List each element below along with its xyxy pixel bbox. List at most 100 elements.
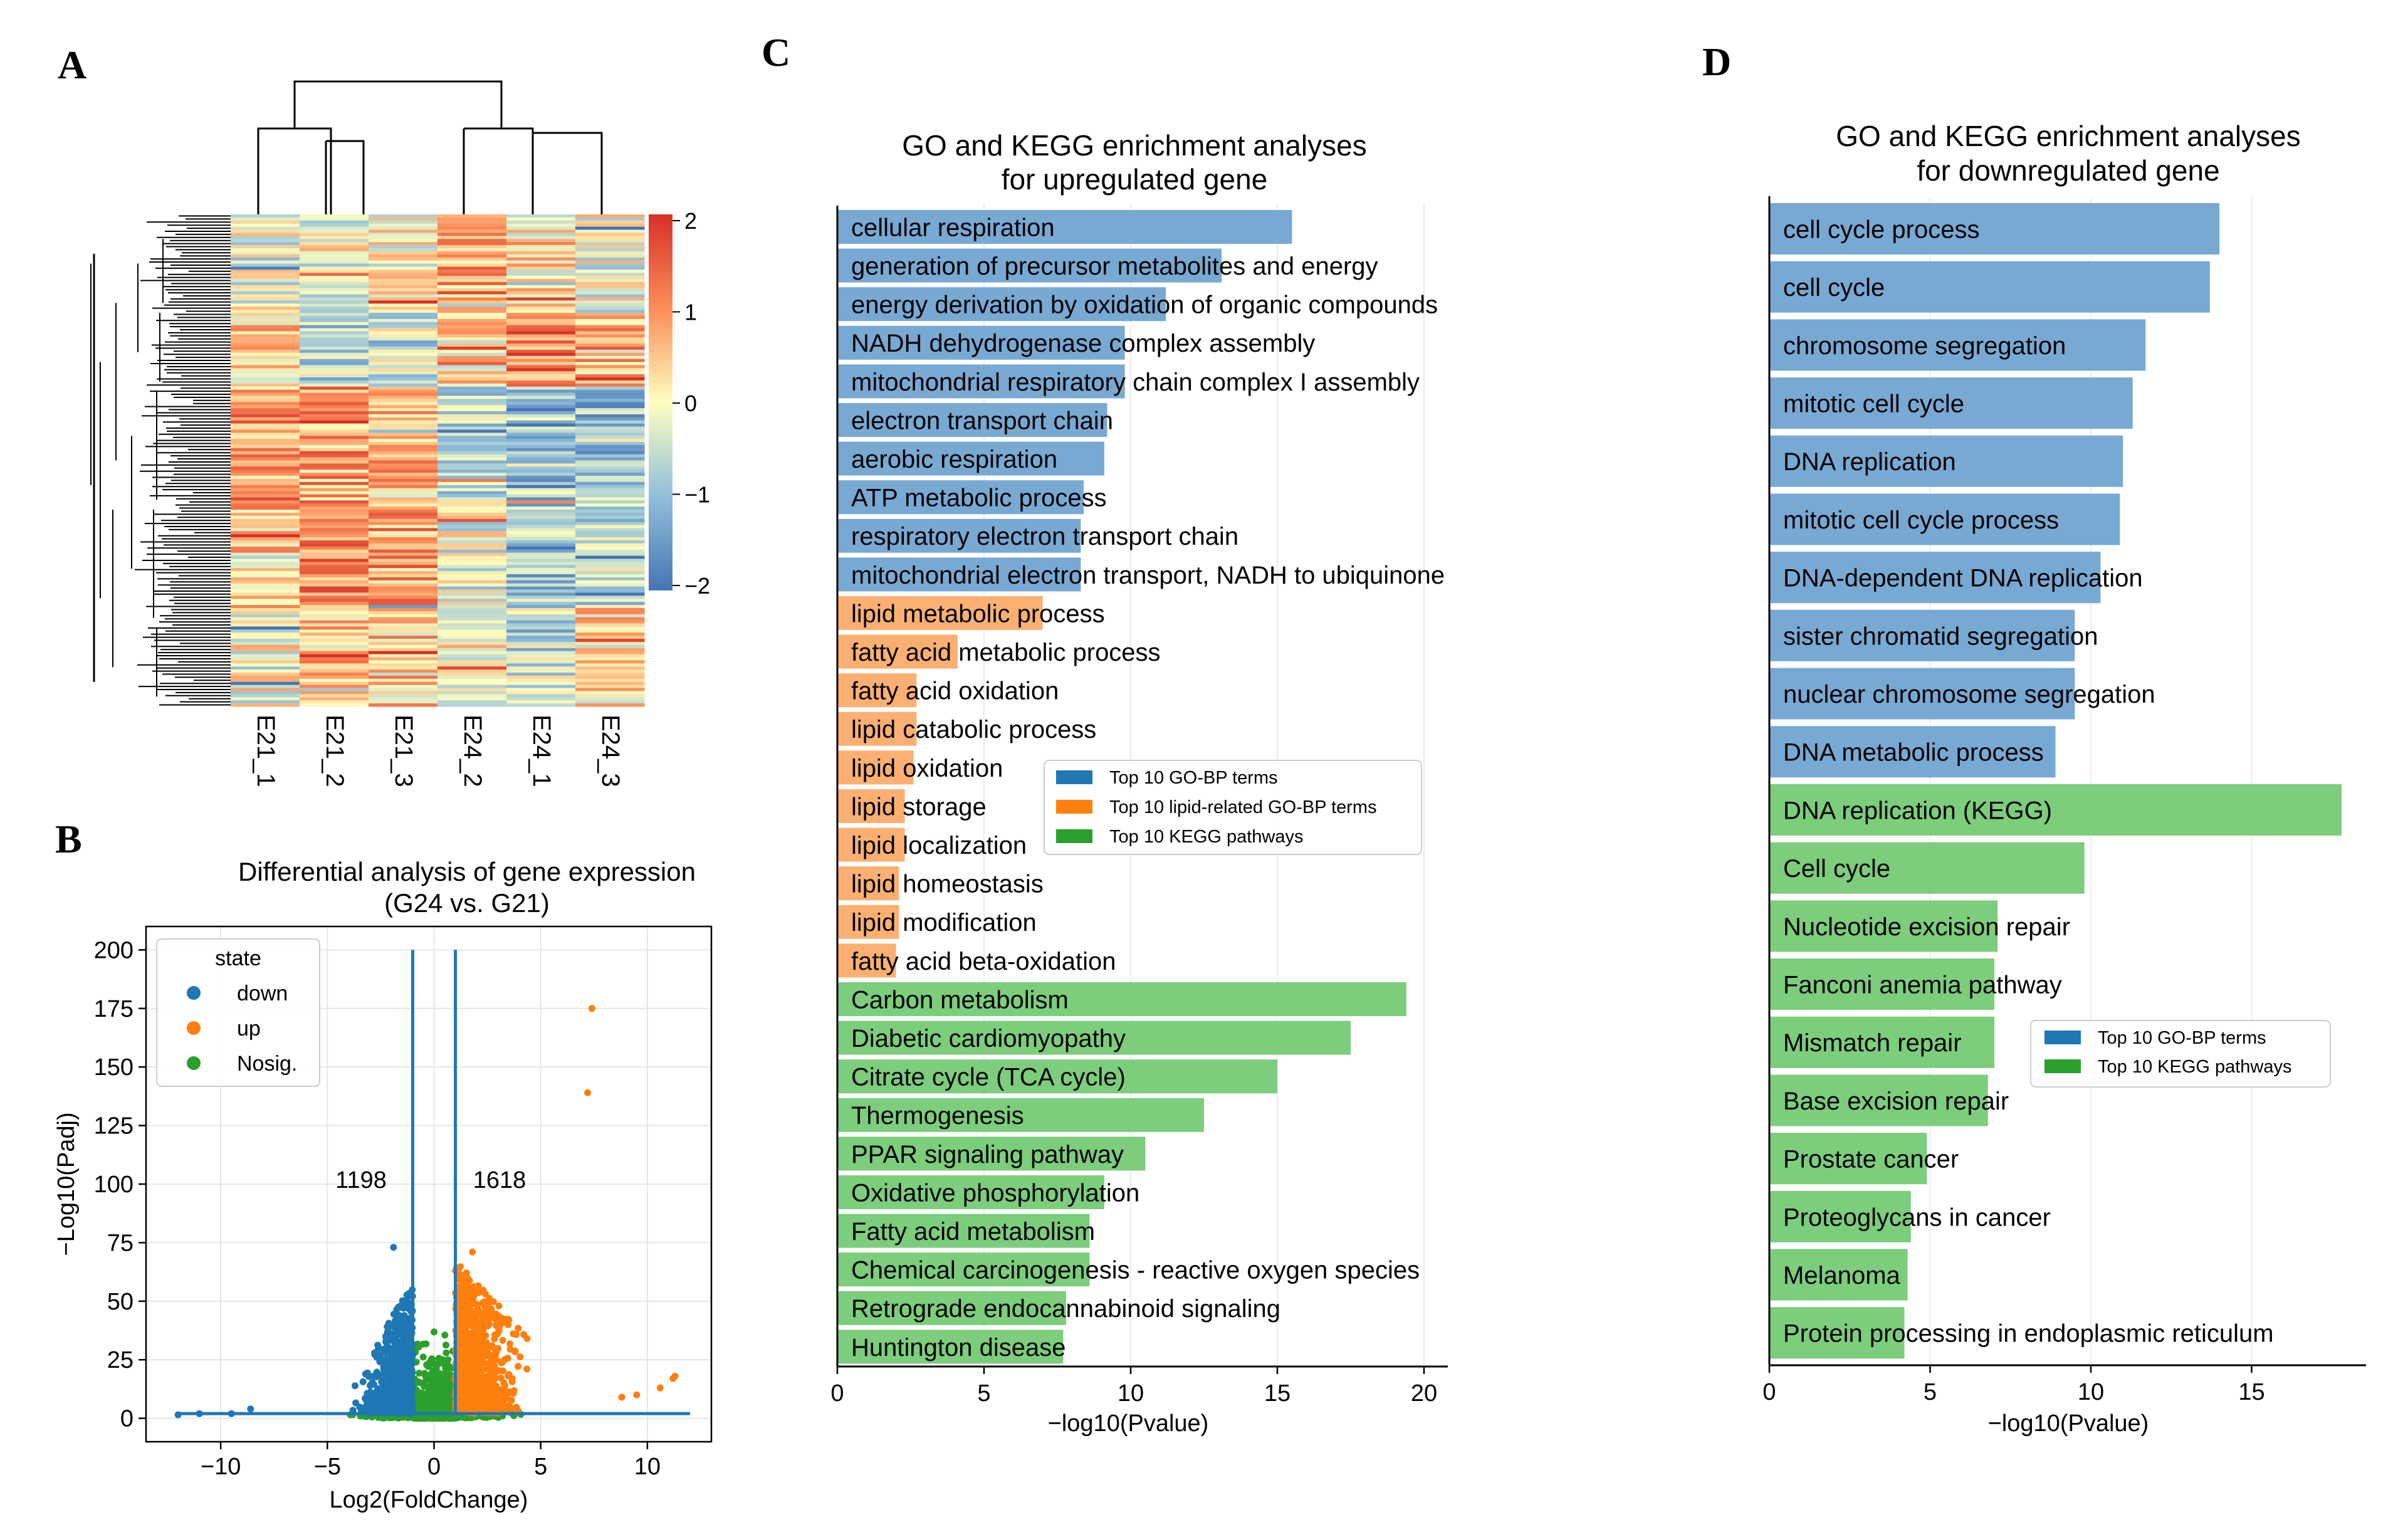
heatmap-cell xyxy=(575,589,645,594)
heatmap-cell xyxy=(506,525,576,529)
bar-label: Cell cycle xyxy=(1783,855,1890,883)
heatmap-cell xyxy=(575,260,645,265)
heatmap-cell xyxy=(437,559,507,563)
heatmap-cell xyxy=(506,648,576,652)
point-down xyxy=(392,1345,399,1352)
heatmap-cell xyxy=(369,352,438,357)
point-nosig xyxy=(430,1383,437,1390)
heatmap-cell xyxy=(231,310,300,313)
panel-c-title-line2: for upregulated gene xyxy=(1002,163,1268,196)
point-up xyxy=(479,1314,487,1321)
heatmap-column-label: E24_3 xyxy=(597,715,624,787)
heatmap-cell xyxy=(300,318,369,323)
heatmap-cell xyxy=(231,229,300,234)
point-up xyxy=(588,1005,595,1012)
heatmap-cell xyxy=(437,399,507,402)
point-nosig xyxy=(421,1372,429,1379)
heatmap-cell xyxy=(300,503,369,507)
heatmap-cell xyxy=(300,359,369,363)
heatmap-cell xyxy=(300,605,369,609)
heatmap-cell xyxy=(506,663,576,667)
heatmap-cell xyxy=(369,623,438,627)
heatmap-cell xyxy=(369,279,438,283)
bar-label: Melanoma xyxy=(1783,1262,1901,1289)
heatmap-cell xyxy=(231,626,300,630)
heatmap-cell xyxy=(369,337,438,341)
heatmap-cell xyxy=(437,288,507,292)
heatmap-cells xyxy=(231,214,645,707)
heatmap-cell xyxy=(231,611,300,615)
heatmap-cell xyxy=(300,223,369,228)
heatmap-cell xyxy=(506,466,576,470)
heatmap-cell xyxy=(575,318,645,323)
colorbar-tick-label: −1 xyxy=(684,482,710,508)
heatmap-cell xyxy=(369,417,438,421)
heatmap-cell xyxy=(575,411,645,415)
heatmap-cell xyxy=(506,685,576,689)
bar-go_bp xyxy=(837,480,1084,515)
heatmap-cell xyxy=(506,399,576,402)
heatmap-cell xyxy=(369,346,438,350)
panel-c-legend: Top 10 GO-BP terms Top 10 lipid-related … xyxy=(1044,760,1422,855)
bar-lipid xyxy=(837,789,905,823)
heatmap-cell xyxy=(369,429,438,433)
point-up xyxy=(480,1397,488,1405)
bar-go_bp xyxy=(837,518,1081,553)
heatmap-cell xyxy=(575,463,645,467)
point-up xyxy=(455,1393,463,1401)
heatmap-cell xyxy=(369,586,438,590)
heatmap-cell xyxy=(575,433,645,436)
heatmap-cell xyxy=(300,626,369,630)
heatmap-cell xyxy=(300,660,369,664)
panel-c-bars xyxy=(837,210,1406,1364)
heatmap-cell xyxy=(437,417,507,421)
heatmap-cell xyxy=(575,673,645,676)
heatmap-cell xyxy=(369,595,438,599)
x-tick-label: −5 xyxy=(314,1454,341,1480)
heatmap-cell xyxy=(575,281,645,286)
heatmap-cell xyxy=(369,552,438,557)
heatmap-cell xyxy=(231,620,300,624)
heatmap-cell xyxy=(506,503,576,507)
heatmap-cell xyxy=(369,700,438,704)
heatmap-cell xyxy=(369,565,438,569)
heatmap-cell xyxy=(231,605,300,609)
heatmap-cell xyxy=(231,681,300,686)
heatmap-cell xyxy=(437,444,507,449)
heatmap-cell xyxy=(300,454,369,458)
point-up xyxy=(470,1285,478,1293)
heatmap-cell xyxy=(506,614,576,618)
heatmap-cell xyxy=(575,515,645,520)
heatmap-cell xyxy=(231,512,300,517)
heatmap-cell xyxy=(506,528,576,532)
bar-label: Fanconi anemia pathway xyxy=(1783,972,2062,999)
point-outlier xyxy=(671,1372,679,1380)
heatmap-cell xyxy=(231,374,300,378)
heatmap-cell xyxy=(231,697,300,701)
point-down xyxy=(397,1392,405,1399)
heatmap-cell xyxy=(506,510,576,513)
bar-lipid xyxy=(837,634,958,669)
heatmap-cell xyxy=(369,402,438,406)
point-up xyxy=(488,1369,495,1377)
heatmap-cell xyxy=(506,420,576,424)
heatmap-cell xyxy=(437,549,507,554)
heatmap-cell xyxy=(575,543,645,547)
heatmap-cell xyxy=(506,325,576,329)
heatmap-cell xyxy=(300,217,369,221)
heatmap-cell xyxy=(575,439,645,443)
volcano-x-ticks: −10 −5 0 5 10 xyxy=(201,1442,661,1480)
heatmap-cell xyxy=(437,599,507,602)
heatmap-cell xyxy=(506,583,576,587)
heatmap-cell xyxy=(231,644,300,649)
bar-kegg xyxy=(1769,1133,1927,1185)
heatmap-cell xyxy=(506,303,576,307)
heatmap-cell xyxy=(575,481,645,486)
point-up xyxy=(495,1302,503,1309)
heatmap-cell xyxy=(506,481,576,486)
heatmap-cell xyxy=(369,518,438,523)
heatmap-cell xyxy=(575,344,645,347)
heatmap-cell xyxy=(300,577,369,581)
count-up-label: 1618 xyxy=(473,1167,526,1194)
heatmap-cell xyxy=(575,555,645,560)
